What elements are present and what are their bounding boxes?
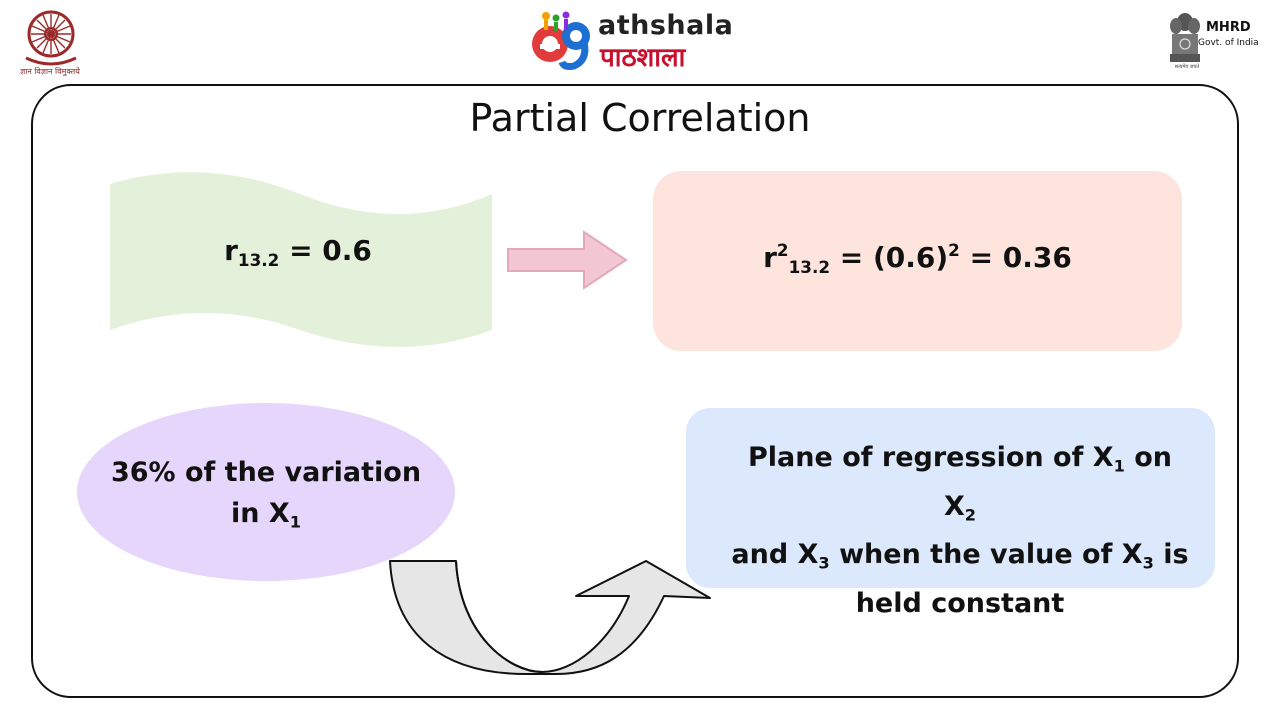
variation-ellipse (77, 403, 455, 581)
mhrd-motto: सत्यमेव जयते (1174, 64, 1200, 70)
slide-frame (31, 84, 1239, 698)
result-formula: r213.2 = (0.6)2 = 0.36 (763, 240, 1072, 277)
epathshala-wordmark-hi: पाठशाला (600, 43, 686, 73)
plane-text: Plane of regression of X1 on X2 and X3 w… (730, 438, 1190, 624)
wave-formula: r13.2 = 0.6 (224, 234, 372, 270)
epathshala-logo-icon (532, 11, 590, 70)
national-emblem-icon (1170, 13, 1200, 62)
wave-fill (110, 172, 492, 347)
plane-line-1: Plane of regression of X1 on X2 (748, 442, 1172, 525)
variation-text: 36% of the variation in X1 (96, 452, 436, 543)
u-turn-arrow-icon (389, 560, 711, 675)
wave-shape (110, 172, 492, 347)
mhrd-subtitle: Govt. of India (1198, 38, 1259, 48)
epathshala-wordmark-en: athshala (598, 10, 734, 41)
right-arrow-icon (507, 230, 628, 290)
plane-line-3: held constant (855, 587, 1065, 619)
plane-box (686, 408, 1215, 588)
slide-title: Partial Correlation (469, 96, 811, 140)
plane-line-2: and X3 when the value of X3 is (731, 539, 1189, 573)
ugc-motto: ज्ञान विज्ञान विमुक्तये (20, 67, 80, 76)
variation-line-2: in X1 (231, 498, 301, 532)
ugc-logo-icon (25, 10, 77, 66)
result-box (653, 171, 1182, 351)
mhrd-title: MHRD (1206, 20, 1251, 35)
variation-line-1: 36% of the variation (110, 457, 422, 488)
